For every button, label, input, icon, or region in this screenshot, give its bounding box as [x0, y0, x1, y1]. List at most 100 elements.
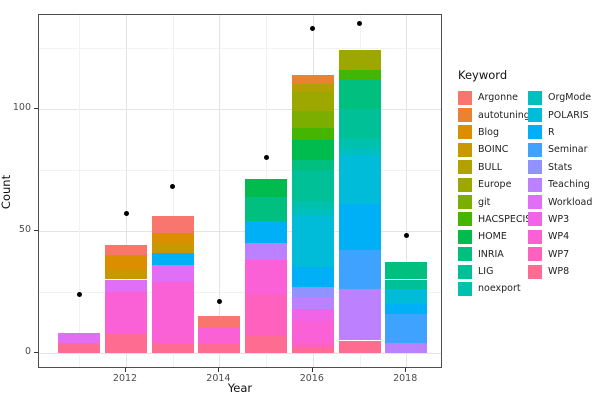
x-major-gridline: [406, 15, 408, 367]
legend-label: Teaching: [548, 179, 590, 191]
legend-item-europe: Europe: [458, 176, 528, 193]
bar-segment-noexport: [291, 201, 334, 209]
legend-swatch-icon: [458, 177, 472, 192]
bar-segment-git: [291, 111, 334, 129]
bar-segment-seminar: [338, 250, 381, 290]
bar-segment-boinc: [151, 242, 194, 253]
legend-label: WP7: [548, 248, 570, 260]
x-tick-label: 2012: [112, 373, 138, 384]
legend-item-teaching: Teaching: [528, 176, 592, 193]
data-point: [216, 298, 222, 304]
bar-segment-orgmode: [291, 208, 334, 217]
x-tick-mark: [125, 368, 126, 372]
legend-label: WP3: [548, 213, 570, 225]
legend-item-orgmode: OrgMode: [528, 89, 592, 106]
legend-item-polaris: POLARIS: [528, 106, 592, 123]
data-point: [123, 211, 129, 217]
legend-item-wp7: WP7: [528, 246, 592, 263]
legend-label: INRIA: [478, 248, 504, 260]
legend-label: WP4: [548, 231, 570, 243]
legend-label: Argonne: [478, 92, 518, 104]
legend-swatch-icon: [528, 90, 542, 105]
bar-segment-hacspecis: [291, 128, 334, 141]
y-minor-gridline: [39, 291, 441, 293]
legend-item-noexport: noexport: [458, 280, 528, 297]
bar-segment-lig: [385, 279, 428, 290]
legend-swatch-icon: [458, 264, 472, 279]
legend-label: OrgMode: [548, 92, 592, 104]
legend-item-argonne: Argonne: [458, 89, 528, 106]
x-tick-mark: [405, 368, 407, 372]
bar-segment-workload: [151, 264, 194, 282]
legend-label: BULL: [478, 161, 503, 173]
legend-swatch-icon: [458, 142, 472, 157]
bar-segment-polaris: [385, 289, 428, 304]
bar-segment-boinc: [105, 269, 147, 280]
legend-swatch-icon: [458, 125, 472, 140]
y-tick-mark: [34, 229, 38, 231]
legend-label: noexport: [478, 283, 521, 295]
data-point: [403, 233, 409, 239]
legend-item-stats: Stats: [528, 159, 592, 176]
legend-swatch-icon: [528, 229, 542, 244]
bar-segment-europe: [338, 50, 381, 70]
legend-column: OrgMode POLARIS R Seminar Stats Teaching Workl…: [528, 89, 592, 298]
bar-segment-r: [385, 303, 428, 314]
legend-swatch-icon: [458, 90, 472, 105]
y-tick-label: 0: [24, 346, 31, 358]
x-tick-mark: [311, 368, 313, 372]
data-point: [76, 291, 82, 297]
x-tick-mark: [218, 368, 220, 372]
legend-item-lig: LIG: [458, 263, 528, 280]
x-minor-gridline: [79, 15, 81, 367]
legend-swatch-icon: [458, 281, 472, 296]
bar-segment-wp7: [245, 294, 288, 336]
bar-segment-r: [338, 203, 381, 251]
legend-label: BOINC: [478, 144, 509, 156]
legend-label: Workload: [548, 196, 593, 208]
legend-label: R: [548, 126, 555, 138]
bar-segment-argonne: [105, 245, 147, 256]
x-tick-label: 2016: [299, 373, 324, 384]
bar-segment-lig: [291, 169, 334, 202]
y-minor-gridline: [39, 169, 441, 171]
legend-swatch-icon: [528, 212, 542, 227]
bar-segment-wp4: [291, 320, 334, 343]
legend-swatch-icon: [458, 195, 472, 210]
legend-swatch-icon: [458, 108, 472, 123]
legend-swatch-icon: [528, 125, 542, 140]
bar-segment-blog: [105, 255, 147, 270]
data-point: [170, 184, 176, 190]
y-major-gridline: [39, 230, 441, 232]
legend-label: HACSPECIS: [478, 213, 532, 225]
legend-item-boinc: BOINC: [458, 141, 528, 158]
plot-panel: [38, 14, 442, 368]
y-tick-mark: [34, 107, 38, 109]
legend-item-blog: Blog: [458, 124, 528, 141]
legend-swatch-icon: [458, 247, 472, 262]
bar-segment-blog: [151, 233, 194, 243]
data-point: [263, 155, 269, 160]
legend-item-wp3: WP3: [528, 211, 592, 228]
x-minor-gridline: [172, 15, 174, 367]
bar-segment-argonne: [151, 216, 194, 234]
bar-segment-argonne: [198, 316, 241, 329]
bar-segment-polaris: [338, 155, 381, 204]
legend-item-git: git: [458, 193, 528, 210]
legend-label: git: [478, 196, 491, 208]
bar-segment-lig: [338, 108, 381, 138]
legend-item-bull: BULL: [458, 159, 528, 176]
bar-segment-home: [245, 179, 288, 197]
legend-swatch-icon: [528, 108, 542, 123]
legend-swatch-icon: [528, 142, 542, 157]
y-tick-mark: [34, 351, 38, 353]
legend-item-workload: Workload: [528, 193, 592, 210]
bar-segment-wp7: [291, 342, 334, 348]
bar-segment-noexport: [338, 137, 381, 148]
data-point: [310, 25, 316, 31]
bar-segment-wp4: [105, 291, 147, 334]
bar-segment-r: [151, 252, 194, 265]
bar-segment-hacspecis: [338, 69, 381, 80]
bar-segment-home: [291, 140, 334, 160]
